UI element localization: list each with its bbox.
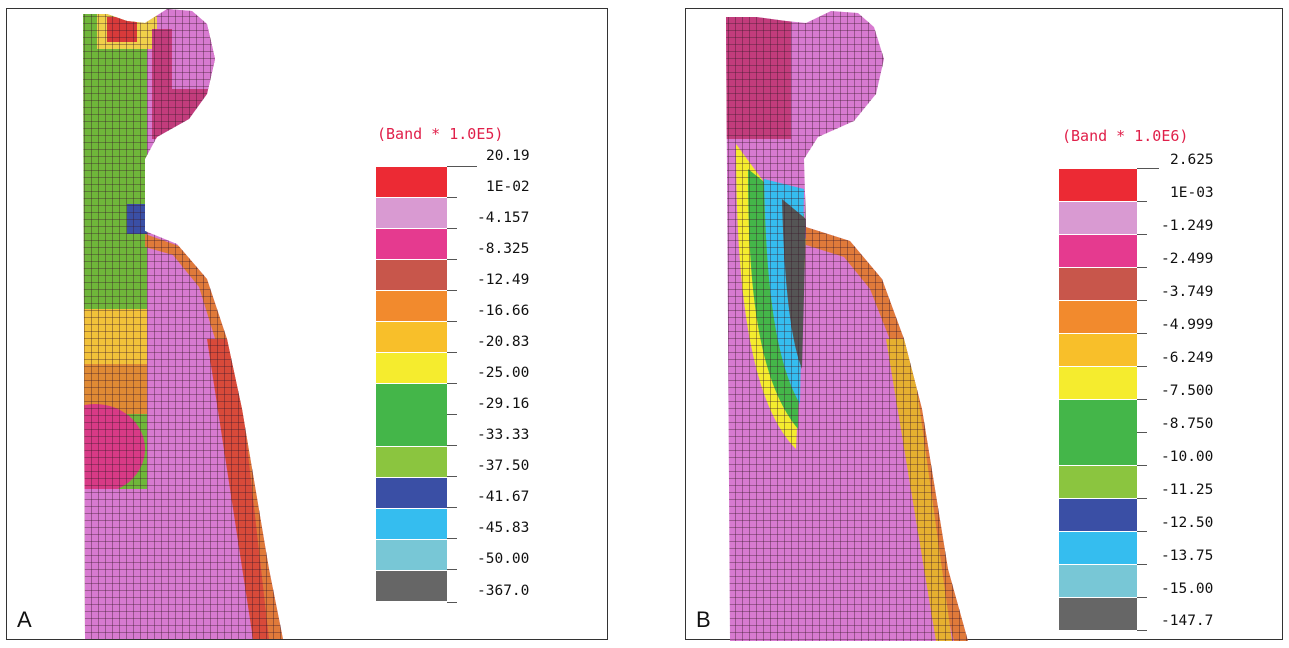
legend-value: -10.00 xyxy=(1161,449,1214,465)
legend-value: -16.66 xyxy=(477,303,530,319)
panel-letter: B xyxy=(696,607,711,632)
legend-value: -3.749 xyxy=(1161,284,1214,300)
legend-value: 2.625 xyxy=(1170,152,1214,168)
legend-swatch-11 xyxy=(1059,499,1137,531)
legend-swatch-1 xyxy=(376,167,447,197)
legend-swatch-2 xyxy=(376,198,447,228)
legend-value: -1.249 xyxy=(1161,218,1214,234)
legend-swatch-4 xyxy=(376,260,447,290)
legend-value: -4.999 xyxy=(1161,317,1214,333)
legend-swatch-13 xyxy=(1059,565,1137,597)
legend-tick xyxy=(447,569,457,570)
legend-swatch-5 xyxy=(376,291,447,321)
legend-swatch-8 xyxy=(1059,400,1137,465)
legend-tick xyxy=(447,602,457,603)
legend-swatch-12 xyxy=(1059,532,1137,564)
legend-title: (Band * 1.0E6) xyxy=(1062,127,1189,145)
legend-title: (Band * 1.0E5) xyxy=(377,125,504,143)
legend-value: -11.25 xyxy=(1161,482,1214,498)
legend-tick xyxy=(447,414,457,415)
fem-mesh-plot-b xyxy=(726,11,968,641)
legend-value: -41.67 xyxy=(477,489,530,505)
legend-swatch-14 xyxy=(1059,598,1137,630)
legend-tick xyxy=(1137,201,1147,202)
legend-value: -15.00 xyxy=(1161,581,1214,597)
legend-value: -2.499 xyxy=(1161,251,1214,267)
legend-tick xyxy=(1137,432,1147,433)
legend-tick xyxy=(1137,597,1147,598)
panel-letter: A xyxy=(17,607,32,632)
legend-value: -33.33 xyxy=(477,427,530,443)
legend-tick xyxy=(1137,498,1147,499)
legend-tick xyxy=(1137,630,1147,631)
legend-swatch-10 xyxy=(376,447,447,477)
legend-tick xyxy=(1137,531,1147,532)
legend-swatch-13 xyxy=(376,540,447,570)
legend-tick xyxy=(447,507,457,508)
legend-value: -8.325 xyxy=(477,241,530,257)
legend-value: 1E-02 xyxy=(486,179,530,195)
legend-tick xyxy=(1137,465,1147,466)
legend-swatch-7 xyxy=(1059,367,1137,399)
legend-value: -29.16 xyxy=(477,396,530,412)
legend-value: -37.50 xyxy=(477,458,530,474)
legend-swatch-14 xyxy=(376,571,447,601)
legend-swatch-3 xyxy=(376,229,447,259)
legend-tick xyxy=(1137,234,1147,235)
legend-tick xyxy=(447,476,457,477)
fem-mesh-plot-a xyxy=(83,9,283,639)
legend-swatch-7 xyxy=(376,353,447,383)
legend-tick xyxy=(1137,366,1147,367)
legend-swatch-6 xyxy=(1059,334,1137,366)
legend-value: -7.500 xyxy=(1161,383,1214,399)
legend-swatch-1 xyxy=(1059,169,1137,201)
legend-value: -4.157 xyxy=(477,210,530,226)
legend-swatch-12 xyxy=(376,509,447,539)
legend-value: -20.83 xyxy=(477,334,530,350)
legend-value: -8.750 xyxy=(1161,416,1214,432)
legend-swatch-11 xyxy=(376,478,447,508)
legend-value: 20.19 xyxy=(486,148,530,164)
legend-tick xyxy=(447,445,457,446)
legend-tick xyxy=(1137,564,1147,565)
legend-value: -25.00 xyxy=(477,365,530,381)
legend-value: -12.50 xyxy=(1161,515,1214,531)
figure-panel-a: (Band * 1.0E5) 20.19 1E-02 -4. xyxy=(6,8,608,640)
legend-swatch-6 xyxy=(376,322,447,352)
legend-swatch-4 xyxy=(1059,268,1137,300)
legend-value: -147.7 xyxy=(1161,613,1214,629)
legend-tick xyxy=(1137,399,1147,400)
legend-value: -12.49 xyxy=(477,272,530,288)
legend-value: -13.75 xyxy=(1161,548,1214,564)
legend-swatch-8 xyxy=(376,384,447,446)
legend-tick xyxy=(447,352,457,353)
legend-swatch-2 xyxy=(1059,202,1137,234)
legend-tick xyxy=(447,383,457,384)
legend-value: -367.0 xyxy=(477,583,530,599)
legend-tick xyxy=(1137,300,1147,301)
legend-swatch-5 xyxy=(1059,301,1137,333)
legend-tick xyxy=(447,538,457,539)
legend-swatch-3 xyxy=(1059,235,1137,267)
legend-value: -50.00 xyxy=(477,551,530,567)
figure-panel-b: (Band * 1.0E6) 2.625 1E-03 -1. xyxy=(685,8,1283,641)
legend-tick xyxy=(447,197,457,198)
legend-value: -6.249 xyxy=(1161,350,1214,366)
legend-tick xyxy=(1137,333,1147,334)
legend-value: 1E-03 xyxy=(1170,185,1214,201)
legend-tick xyxy=(447,228,457,229)
legend-tick xyxy=(447,290,457,291)
legend-tick xyxy=(447,259,457,260)
legend-value: -45.83 xyxy=(477,520,530,536)
legend-tick xyxy=(1137,168,1159,169)
legend-tick xyxy=(1137,267,1147,268)
legend-swatch-10 xyxy=(1059,466,1137,498)
legend-tick xyxy=(447,166,477,167)
legend-tick xyxy=(447,321,457,322)
